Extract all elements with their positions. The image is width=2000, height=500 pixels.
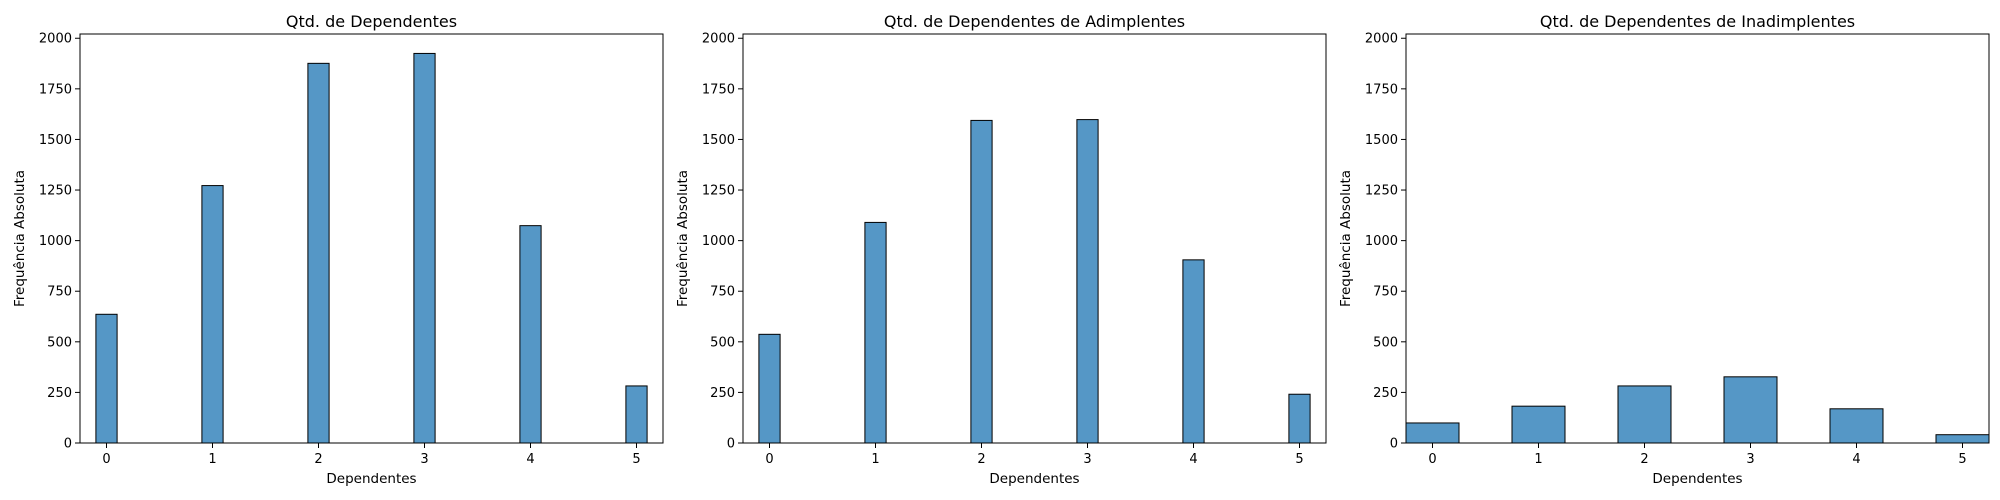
histogram-bar [970, 119, 993, 444]
y-tick-label: 1500 [702, 133, 735, 148]
y-tick-label: 1750 [39, 82, 72, 97]
y-tick-label: 1750 [1365, 82, 1398, 97]
x-tick-label: 5 [1295, 452, 1303, 467]
x-tick-label: 4 [1852, 452, 1860, 467]
x-tick-label: 4 [1189, 452, 1197, 467]
histogram-bar [1511, 405, 1566, 444]
y-tick-label: 1750 [702, 82, 735, 97]
y-tick-label: 1500 [39, 133, 72, 148]
axes-frame [1405, 33, 1990, 444]
x-tick-label: 0 [1428, 452, 1436, 467]
y-axis-label: Frequência Absoluta [675, 170, 691, 307]
tick-group: 0 1 2 3 4 5 0 250 500 750 1000 1250 1500 1750 2000 [39, 32, 641, 467]
histogram-bar [95, 313, 118, 444]
y-tick-label: 500 [1373, 335, 1398, 350]
y-tick-label: 2000 [1365, 32, 1398, 47]
x-tick-label: 3 [1083, 452, 1091, 467]
y-tick-label: 750 [1373, 285, 1398, 300]
y-tick-label: 500 [47, 335, 72, 350]
y-tick-label: 500 [710, 335, 735, 350]
y-tick-label: 250 [1373, 386, 1398, 401]
y-axis-label: Frequência Absoluta [12, 170, 28, 307]
x-tick-label: 4 [526, 452, 534, 467]
histogram-bar [758, 333, 781, 444]
tick-group: 0 1 2 3 4 5 0 250 500 750 1000 1250 1500 1750 2000 [702, 32, 1304, 467]
histogram-panel-adimplentes: Qtd. de Dependentes de Adimplentes Depen… [675, 12, 1327, 487]
histogram-panel-inadimplentes: Qtd. de Dependentes de Inadimplentes Dep… [1338, 12, 1990, 487]
y-tick-label: 1000 [39, 234, 72, 249]
bar-group [1405, 376, 1990, 444]
histogram-bar [1405, 422, 1460, 444]
y-tick-label: 1250 [1365, 184, 1398, 199]
y-tick-label: 1250 [702, 184, 735, 199]
histogram-bar [1182, 259, 1205, 444]
y-tick-label: 1000 [1365, 234, 1398, 249]
axes-frame [742, 33, 1327, 444]
y-tick-label: 1500 [1365, 133, 1398, 148]
y-axis-label: Frequência Absoluta [1338, 170, 1354, 307]
chart-title: Qtd. de Dependentes [286, 12, 457, 31]
histogram-bar [519, 225, 542, 444]
chart-title: Qtd. de Dependentes de Adimplentes [884, 12, 1185, 31]
tick-group: 0 1 2 3 4 5 0 250 500 750 1000 1250 1500 1750 2000 [1365, 32, 1967, 467]
y-tick-label: 2000 [39, 32, 72, 47]
x-tick-label: 1 [871, 452, 879, 467]
histogram-bar [1829, 408, 1884, 444]
y-tick-label: 250 [710, 386, 735, 401]
histogram-bar [201, 185, 224, 444]
y-tick-label: 750 [710, 285, 735, 300]
axes-frame [79, 33, 664, 444]
y-tick-label: 750 [47, 285, 72, 300]
x-tick-label: 2 [314, 452, 322, 467]
x-tick-label: 3 [420, 452, 428, 467]
histogram-bar [1617, 385, 1672, 444]
histogram-bar [625, 385, 648, 444]
histogram-bar [864, 221, 887, 444]
y-tick-label: 1250 [39, 184, 72, 199]
x-axis-label: Dependentes [989, 471, 1079, 487]
x-tick-label: 5 [632, 452, 640, 467]
histogram-bar [1076, 119, 1099, 444]
x-axis-label: Dependentes [1652, 471, 1742, 487]
y-tick-label: 2000 [702, 32, 735, 47]
histogram-panel-all: Qtd. de Dependentes Dependentes Frequênc… [12, 12, 664, 487]
chart-title: Qtd. de Dependentes de Inadimplentes [1540, 12, 1855, 31]
x-tick-label: 1 [208, 452, 216, 467]
x-tick-label: 0 [765, 452, 773, 467]
bar-group [758, 119, 1311, 444]
y-tick-label: 0 [64, 437, 72, 452]
histogram-bar [1723, 376, 1778, 444]
y-tick-label: 250 [47, 386, 72, 401]
x-tick-label: 3 [1746, 452, 1754, 467]
y-tick-label: 0 [1390, 437, 1398, 452]
x-tick-label: 2 [977, 452, 985, 467]
y-tick-label: 0 [727, 437, 735, 452]
bar-group [95, 52, 648, 444]
x-tick-label: 5 [1958, 452, 1966, 467]
x-tick-label: 0 [102, 452, 110, 467]
histogram-bar [1935, 434, 1990, 444]
x-tick-label: 2 [1640, 452, 1648, 467]
x-tick-label: 1 [1534, 452, 1542, 467]
histogram-bar [307, 62, 330, 444]
x-axis-label: Dependentes [326, 471, 416, 487]
histogram-bar [1288, 393, 1311, 444]
y-tick-label: 1000 [702, 234, 735, 249]
histogram-bar [413, 52, 436, 444]
